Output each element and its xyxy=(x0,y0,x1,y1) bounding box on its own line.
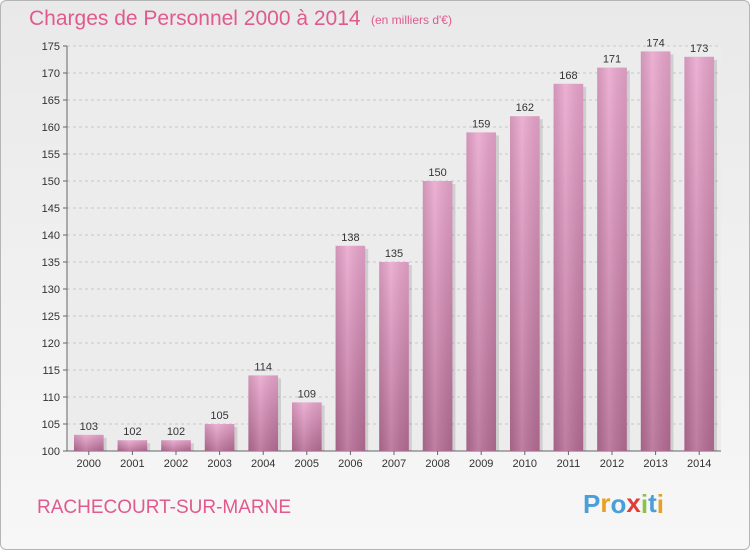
x-tick-label-2005: 2005 xyxy=(295,458,319,470)
y-tick-label: 120 xyxy=(42,338,60,350)
y-tick-label: 160 xyxy=(42,122,60,134)
y-tick-label: 110 xyxy=(42,392,60,404)
x-tick-label-2010: 2010 xyxy=(513,458,537,470)
bar-shine xyxy=(291,402,322,451)
x-tick-label-2013: 2013 xyxy=(643,458,667,470)
bar-shine xyxy=(422,181,453,451)
x-tick-label-2003: 2003 xyxy=(207,458,231,470)
y-tick-label: 155 xyxy=(42,149,60,161)
x-tick-label-2009: 2009 xyxy=(469,458,493,470)
x-tick-label-2000: 2000 xyxy=(77,458,101,470)
bar-shine xyxy=(335,245,366,451)
bar-shine xyxy=(204,424,235,451)
data-label-2012: 171 xyxy=(603,54,621,66)
bar-shine xyxy=(73,434,104,451)
proxiti-logo: Proxiti xyxy=(583,488,664,520)
bar-shine xyxy=(379,262,409,451)
x-tick-label-2002: 2002 xyxy=(164,458,188,470)
commune-name: RACHECOURT-SUR-MARNE xyxy=(37,497,292,518)
data-label-2001: 102 xyxy=(123,426,141,438)
bar-shine xyxy=(509,116,540,451)
data-label-2010: 162 xyxy=(516,102,534,114)
bar-shine xyxy=(117,440,148,451)
y-tick-label: 170 xyxy=(42,68,60,80)
bar-shine xyxy=(684,56,715,452)
data-label-2008: 150 xyxy=(428,167,446,179)
data-label-2004: 114 xyxy=(254,361,272,373)
logo-letter: P xyxy=(583,489,601,519)
y-tick-label: 165 xyxy=(42,95,60,107)
data-label-2011: 168 xyxy=(559,70,577,82)
data-label-2013: 174 xyxy=(646,37,664,49)
y-tick-label: 125 xyxy=(42,311,60,323)
y-tick-label: 135 xyxy=(42,257,60,269)
data-label-2009: 159 xyxy=(472,118,490,130)
chart-subtitle: (en milliers d'€) xyxy=(371,13,452,27)
y-tick-label: 145 xyxy=(42,203,60,215)
data-label-2007: 135 xyxy=(385,248,403,260)
y-tick-label: 140 xyxy=(42,230,60,242)
y-tick-label: 115 xyxy=(42,365,60,377)
y-tick-label: 175 xyxy=(42,41,60,53)
bar-shine xyxy=(553,83,584,452)
logo-letter: i xyxy=(656,489,664,519)
logo-letter: x xyxy=(626,488,641,518)
bar-shine xyxy=(640,51,671,452)
bar-shine xyxy=(597,67,627,451)
x-tick-label-2004: 2004 xyxy=(251,458,275,470)
x-tick-label-2007: 2007 xyxy=(382,458,406,470)
data-label-2006: 138 xyxy=(341,232,359,244)
x-tick-label-2006: 2006 xyxy=(338,458,362,470)
data-label-2005: 109 xyxy=(298,388,316,400)
chart-title: Charges de Personnel 2000 à 2014 xyxy=(29,7,361,30)
x-tick-label-2012: 2012 xyxy=(600,458,624,470)
y-tick-label: 100 xyxy=(42,446,60,458)
logo-letter: o xyxy=(610,489,627,519)
data-label-2014: 173 xyxy=(690,43,708,55)
logo-letter: i xyxy=(640,489,649,519)
x-tick-label-2001: 2001 xyxy=(120,458,144,470)
bar-shine xyxy=(466,132,497,451)
x-tick-label-2011: 2011 xyxy=(557,458,581,470)
logo-letter: r xyxy=(600,488,611,518)
y-tick-label: 105 xyxy=(42,419,60,431)
data-label-2000: 103 xyxy=(80,421,98,433)
bar-shine xyxy=(248,375,279,451)
x-tick-label-2014: 2014 xyxy=(687,458,711,470)
x-tick-label-2008: 2008 xyxy=(425,458,449,470)
logo-letter: t xyxy=(648,488,657,518)
y-tick-label: 150 xyxy=(42,176,60,188)
bar-shine xyxy=(161,440,191,451)
data-label-2002: 102 xyxy=(167,426,185,438)
y-tick-label: 130 xyxy=(42,284,60,296)
data-label-2003: 105 xyxy=(210,410,228,422)
